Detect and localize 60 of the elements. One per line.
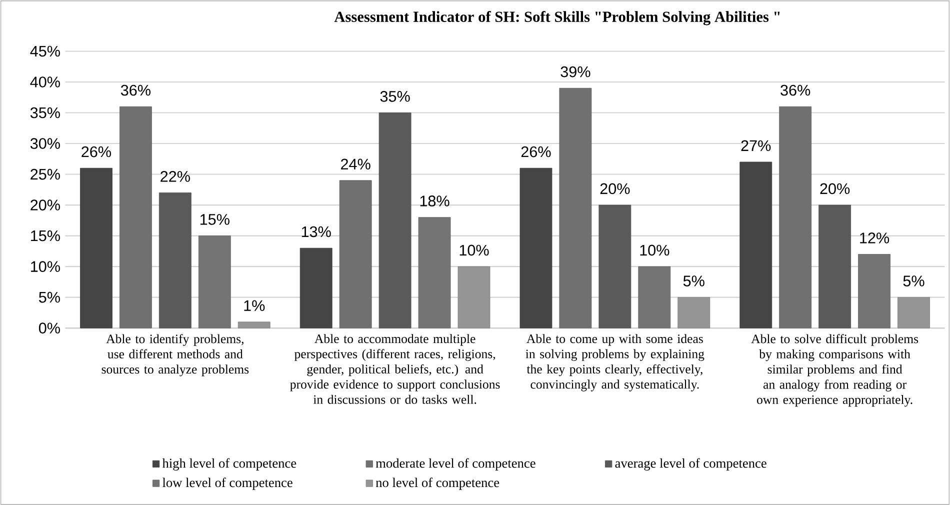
y-tick-label: 15% [31, 230, 60, 242]
bar [418, 217, 451, 328]
y-tick-label: 30% [30, 138, 60, 149]
data-label: 15% [200, 214, 230, 225]
y-tick-label: 5% [38, 292, 60, 303]
bar [898, 297, 930, 328]
bar [238, 322, 270, 328]
legend-label: moderate level of competence [376, 458, 536, 470]
data-label: 26% [82, 146, 112, 158]
data-label: 10% [640, 244, 670, 256]
data-label: 22% [160, 170, 190, 182]
bar [858, 254, 890, 328]
data-label: 12% [860, 232, 890, 244]
bar [638, 266, 671, 328]
x-tick-label: Able to accommodate multiple perspectives (different races, religions, gender, political beliefs, etc.) and provide evidence to support conclusions in discussions or do tasks well. [290, 334, 500, 404]
legend-label: no level of competence [376, 478, 500, 490]
data-label: 10% [460, 244, 489, 256]
data-label: 13% [302, 226, 331, 238]
bar [120, 106, 152, 328]
chart-title: Assessment Indicator of SH: Soft Skills "Problem Solving Abilities " [334, 10, 780, 26]
x-tick-label: Able to solve difficult problems by making comparisons with similar problems and find an analogy from reading or own experience appropriately. [751, 334, 918, 407]
bar [779, 106, 812, 328]
y-tick-label: 20% [30, 200, 60, 210]
bar [339, 180, 372, 328]
legend-label: average level of competence [615, 458, 766, 470]
x-tick-label: Able to come up with some ideas in solving problems by explaining the key points clearly, effectively, convincingly and systematically. [526, 334, 704, 392]
data-label: 20% [820, 183, 850, 194]
data-label: 26% [521, 146, 551, 158]
data-label: 5% [683, 275, 704, 286]
data-label: 35% [380, 90, 410, 102]
data-label: 36% [780, 84, 810, 96]
y-tick-label: 45% [30, 46, 60, 57]
bar [300, 248, 332, 328]
bar [520, 168, 552, 328]
legend-label: low level of competence [162, 478, 292, 490]
y-tick-label: 25% [30, 168, 60, 180]
data-label: 39% [560, 66, 590, 78]
bar [818, 204, 851, 328]
bar [740, 162, 772, 328]
bar [80, 168, 112, 328]
bar [559, 88, 592, 328]
bar [678, 297, 710, 328]
bar [598, 204, 632, 328]
data-label: 18% [420, 195, 450, 206]
y-tick-label: 40% [30, 76, 60, 88]
bar [198, 235, 231, 328]
legend-label: high level of competence [162, 458, 296, 470]
data-label: 20% [600, 183, 630, 194]
data-label: 27% [741, 140, 771, 151]
y-tick-label: 0% [38, 322, 60, 334]
y-tick-label: 35% [30, 107, 60, 118]
bar [378, 112, 412, 328]
y-tick-label: 10% [31, 261, 60, 272]
data-label: 1% [244, 300, 265, 311]
bar [458, 266, 490, 328]
data-label: 36% [120, 84, 150, 96]
bar [158, 192, 192, 328]
data-label: 5% [903, 275, 924, 286]
x-tick-label: Able to identify problems, use different methods and sources to analyze problems [102, 334, 249, 376]
data-label: 24% [341, 158, 370, 170]
